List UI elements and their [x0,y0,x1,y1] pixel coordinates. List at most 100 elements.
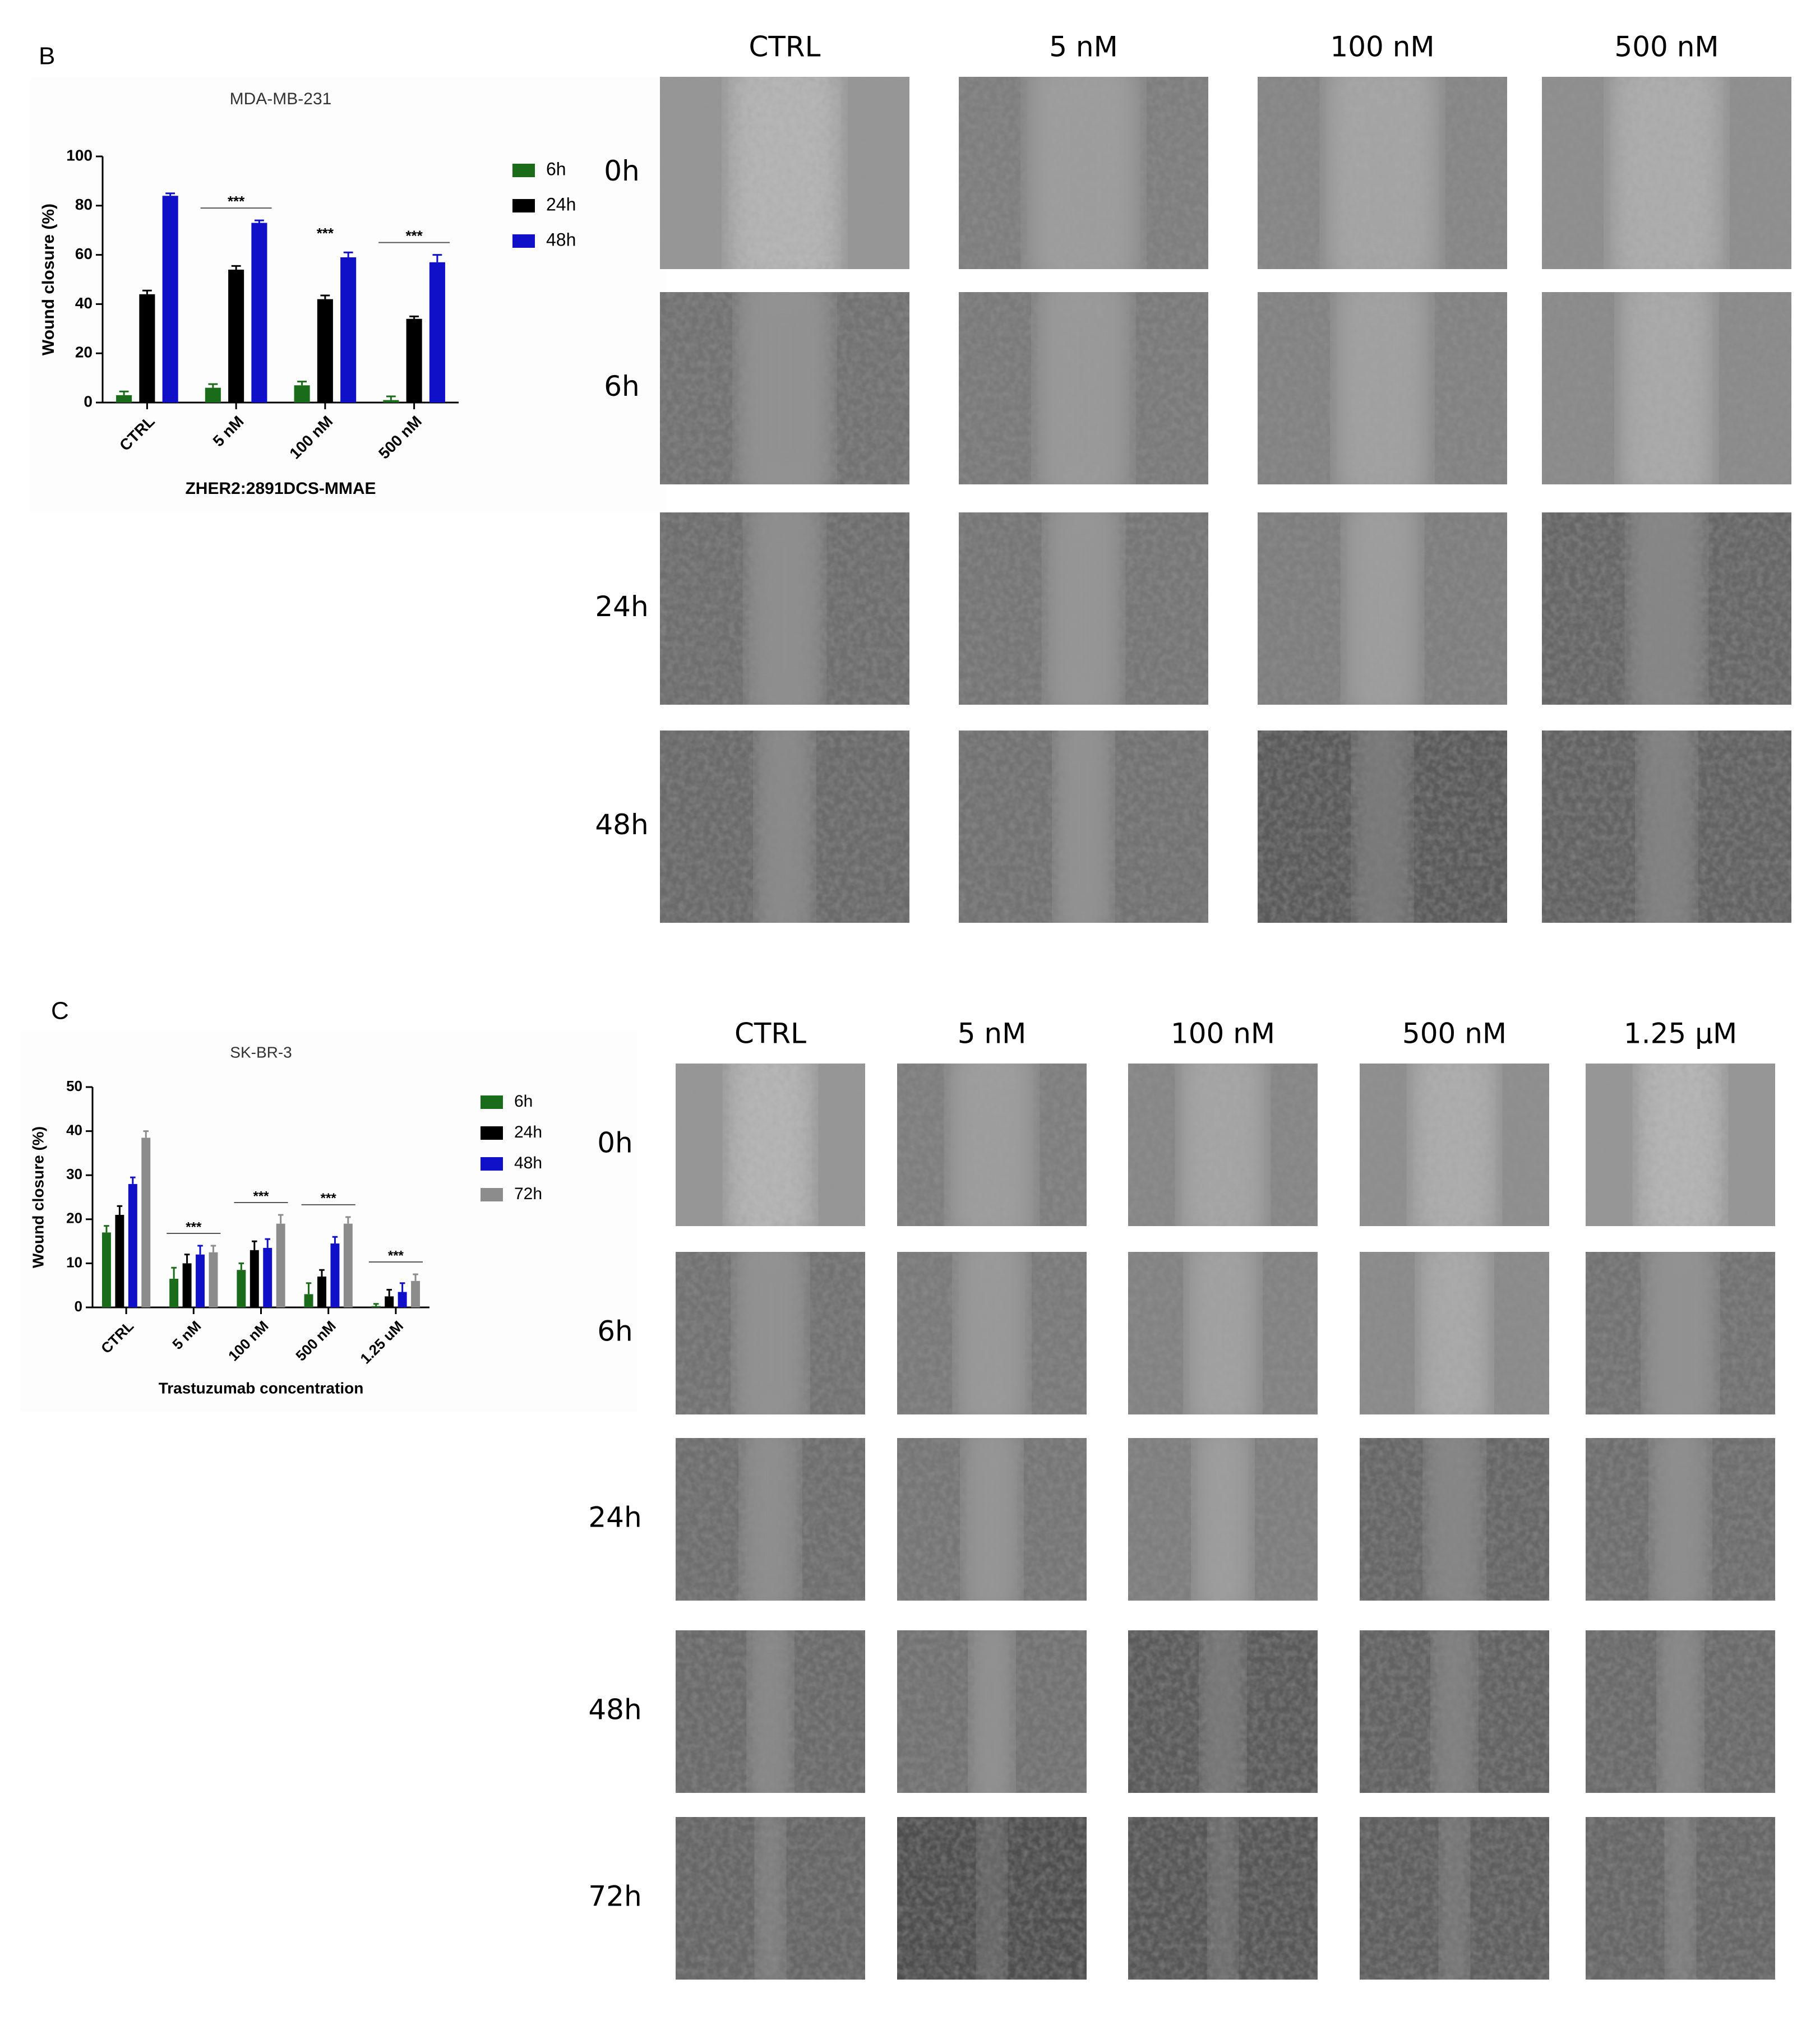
y-tick-label: 40 [66,1121,82,1138]
error-bar [319,1269,325,1277]
micrograph-content [1542,731,1791,923]
micrograph-content [660,731,909,923]
y-axis-label: Wound closure (%) [39,204,58,355]
bar [228,269,244,403]
wound-gap-overlay [763,1817,778,1980]
micrograph-content [676,1817,865,1980]
micrograph-content [959,731,1208,923]
legend-label: 24h [514,1123,542,1141]
micrograph-content [1258,512,1507,705]
micrograph-content [660,292,909,484]
micrograph-content [959,512,1208,705]
micrograph-content [1128,1817,1318,1980]
micrograph-content [1360,1438,1549,1601]
micrograph [897,1438,1087,1601]
legend-label: 6h [546,159,566,179]
micrograph-content [1542,512,1791,705]
micrograph [897,1817,1087,1980]
micrograph-content [1586,1064,1775,1226]
error-bar [265,1238,271,1248]
wound-gap-overlay [1037,77,1130,269]
micrograph-content [1542,77,1791,269]
bar [205,387,221,403]
micrograph-content [1360,1817,1549,1980]
micrograph-content [1586,1438,1775,1601]
bar [115,1214,124,1307]
y-tick-label: 60 [75,245,93,262]
micrograph [959,731,1208,923]
micrograph-content [1360,1252,1549,1414]
bar [182,1263,192,1307]
y-tick-label: 100 [66,146,93,164]
column-header: 5 nM [958,1018,1027,1050]
bar [196,1254,205,1307]
error-bar [117,1205,123,1215]
wound-gap-overlay [1646,1064,1715,1226]
y-tick-label: 50 [66,1078,82,1094]
bar [116,395,132,403]
wound-gap-overlay [971,1438,1013,1601]
bar [251,223,267,403]
wound-gap-overlay [1628,292,1705,484]
row-label: 6h [604,370,640,403]
micrograph-content [1258,77,1507,269]
micrograph [1586,1064,1775,1226]
legend-label: 24h [546,194,576,214]
y-tick-label: 0 [75,1298,82,1315]
micrograph-content [1360,1064,1549,1226]
wound-gap-overlay [1054,512,1113,705]
wound-gap-overlay [1673,1817,1688,1980]
chart-title: MDA-MB-231 [230,90,332,108]
bar [209,1252,218,1307]
wound-gap-overlay [746,292,823,484]
micrograph [1258,731,1507,923]
error-bar [119,390,129,395]
error-bar [306,1282,312,1294]
bar [250,1250,259,1307]
micrograph [959,77,1208,269]
wound-gap-overlay [1646,731,1688,923]
micrograph-content [1258,292,1507,484]
column-header: 500 nM [1614,31,1719,63]
bar [139,294,155,403]
micrograph-content [897,1438,1087,1601]
bar [294,385,310,403]
micrograph-content [1128,1630,1318,1793]
significance-label: *** [405,227,423,244]
error-bar [373,1303,379,1306]
x-axis-label: ZHER2:2891DCS-MMAE [185,479,376,498]
wound-gap-overlay [1433,1438,1476,1601]
y-tick-label: 20 [75,344,93,361]
legend-label: 6h [514,1092,533,1111]
error-bar [278,1214,284,1224]
micrograph-content [897,1064,1087,1226]
wound-gap-overlay [756,1630,785,1793]
micrograph [1586,1438,1775,1601]
wound-gap-overlay [749,1438,792,1601]
bar [406,318,422,403]
y-tick-label: 10 [66,1254,82,1270]
micrograph-content [1586,1252,1775,1414]
wound-gap-overlay [1195,1252,1251,1414]
legend-swatch [481,1157,503,1171]
micrograph [676,1438,865,1601]
legend-swatch [481,1188,503,1201]
wound-gap-overlay [755,512,814,705]
significance-label: *** [186,1219,202,1235]
bar [340,257,357,403]
error-bar [386,395,396,400]
wound-gap-overlay [1447,1817,1462,1980]
micrograph [1360,1438,1549,1601]
row-label: 24h [588,1501,641,1534]
error-bar [254,219,264,223]
row-label: 0h [597,1127,633,1159]
micrograph-content [660,77,909,269]
micrograph-content [1258,731,1507,923]
micrograph [660,731,909,923]
error-bar [409,315,419,319]
y-tick-label: 80 [75,196,93,213]
wound-gap-overlay [1652,1252,1708,1414]
wound-gap-overlay [738,77,832,269]
micrograph [1258,512,1507,705]
